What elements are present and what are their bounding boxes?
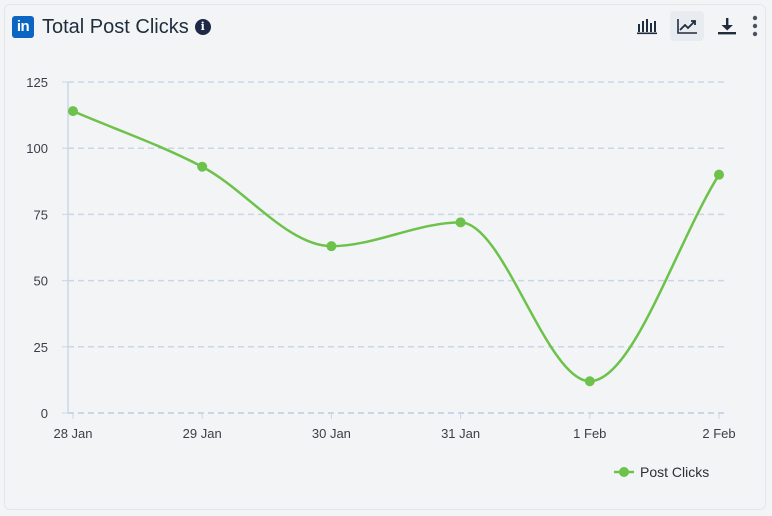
legend[interactable]: Post Clicks bbox=[614, 464, 709, 480]
y-tick-label: 125 bbox=[26, 75, 48, 90]
grid-lines bbox=[68, 81, 724, 348]
series-post-clicks bbox=[68, 106, 724, 387]
bar-chart-button[interactable] bbox=[630, 11, 664, 41]
download-button[interactable] bbox=[710, 11, 744, 41]
x-tick-label: 29 Jan bbox=[183, 426, 222, 441]
y-tick-label: 25 bbox=[34, 340, 48, 355]
more-vertical-icon bbox=[752, 15, 758, 37]
data-point[interactable] bbox=[714, 169, 724, 180]
legend-label[interactable]: Post Clicks bbox=[640, 464, 709, 480]
y-tick-label: 50 bbox=[34, 274, 48, 289]
linkedin-icon: in bbox=[12, 16, 34, 38]
axes bbox=[67, 82, 724, 414]
series-line-post-clicks bbox=[72, 109, 721, 383]
download-icon bbox=[718, 18, 736, 35]
x-tick-label: 28 Jan bbox=[53, 426, 92, 441]
y-axis-ticks: 0 25 50 75 100 125 bbox=[26, 75, 68, 421]
x-tick-label: 1 Feb bbox=[573, 426, 606, 441]
line-chart-icon bbox=[677, 19, 697, 34]
line-chart-button[interactable] bbox=[670, 11, 704, 41]
x-tick-label: 2 Feb bbox=[702, 426, 735, 441]
x-tick-label: 30 Jan bbox=[312, 426, 351, 441]
x-tick-label: 31 Jan bbox=[441, 426, 480, 441]
chart-toolbar bbox=[624, 11, 762, 41]
data-point[interactable] bbox=[326, 241, 337, 252]
y-tick-label: 75 bbox=[34, 207, 48, 222]
y-tick-label: 100 bbox=[26, 141, 48, 156]
y-tick-label: 0 bbox=[41, 406, 48, 421]
data-point[interactable] bbox=[68, 106, 78, 117]
more-options-button[interactable] bbox=[748, 11, 762, 41]
bar-chart-icon bbox=[637, 19, 657, 35]
legend-marker bbox=[619, 467, 629, 477]
chart-header: in Total Post Clicks i bbox=[12, 13, 211, 41]
info-icon[interactable]: i bbox=[194, 19, 211, 35]
x-axis-ticks: 28 Jan 29 Jan 30 Jan 31 Jan 1 Feb 2 Feb bbox=[53, 413, 736, 441]
data-point[interactable] bbox=[455, 217, 466, 228]
data-point[interactable] bbox=[584, 376, 595, 387]
chart-title: Total Post Clicks bbox=[42, 15, 189, 38]
data-point[interactable] bbox=[197, 161, 208, 172]
